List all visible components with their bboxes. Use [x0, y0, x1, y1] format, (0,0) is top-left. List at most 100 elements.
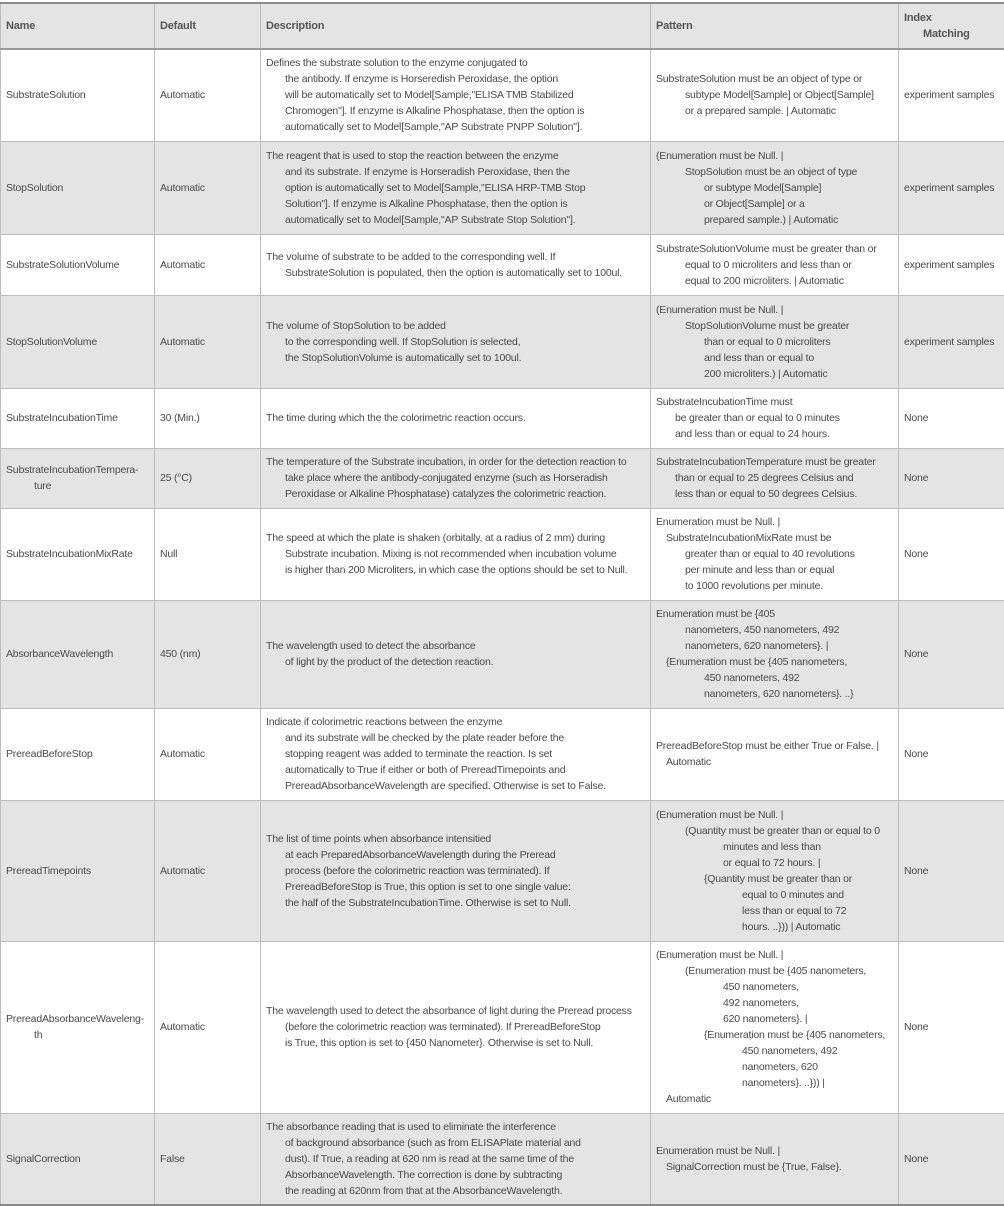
option-index-matching-line: experiment samples — [904, 180, 999, 196]
option-pattern-line: nanometers, 620 nanometers}. ..} — [656, 686, 893, 702]
option-description: The wavelength used to detect the absorb… — [261, 941, 651, 1113]
option-index-matching-line: experiment samples — [904, 87, 999, 103]
option-description-line: The volume of substrate to be added to t… — [266, 249, 645, 265]
header-description: Description — [261, 3, 651, 49]
option-pattern-line: (Enumeration must be Null. | — [656, 947, 893, 963]
option-pattern-line: 450 nanometers, 492 — [656, 670, 893, 686]
option-default: Automatic — [155, 234, 261, 295]
option-description: Indicate if colorimetric reactions betwe… — [261, 708, 651, 800]
option-name-line: StopSolution — [6, 180, 149, 196]
option-pattern-line: SubstrateSolution must be an object of t… — [656, 71, 893, 87]
option-description-line: Solution"]. If enzyme is Alkaline Phosph… — [266, 196, 645, 212]
option-description-line: Substrate incubation. Mixing is not reco… — [266, 546, 645, 562]
option-pattern-line: Enumeration must be Null. | — [656, 1143, 893, 1159]
option-index-matching-line: None — [904, 1151, 999, 1167]
option-description: The wavelength used to detect the absorb… — [261, 600, 651, 708]
option-pattern: (Enumeration must be Null. |StopSolution… — [651, 295, 899, 388]
option-pattern-line: less than or equal to 50 degrees Celsius… — [656, 486, 893, 502]
option-index-matching: None — [899, 1113, 1004, 1205]
option-pattern-line: and less than or equal to 24 hours. — [656, 426, 893, 442]
option-pattern-line: PrereadBeforeStop must be either True or… — [656, 738, 893, 754]
option-pattern-line: (Enumeration must be Null. | — [656, 302, 893, 318]
option-name-line: PrereadTimepoints — [6, 863, 149, 879]
option-description-line: (before the colorimetric reaction was te… — [266, 1019, 645, 1035]
option-default-line: Null — [160, 546, 255, 562]
option-pattern-line: (Enumeration must be Null. | — [656, 807, 893, 823]
option-index-matching: None — [899, 600, 1004, 708]
option-pattern-line: SubstrateIncubationTime must — [656, 394, 893, 410]
option-pattern-line: {Enumeration must be {405 nanometers, — [656, 654, 893, 670]
option-description-line: The wavelength used to detect the absorb… — [266, 1003, 645, 1019]
header-row: Name Default Description Pattern Index M… — [1, 3, 1004, 49]
option-pattern-line: SubstrateSolutionVolume must be greater … — [656, 241, 893, 257]
option-index-matching-line: None — [904, 646, 999, 662]
option-pattern: SubstrateSolution must be an object of t… — [651, 49, 899, 141]
option-pattern-line: 450 nanometers, 492 — [656, 1043, 893, 1059]
header-pattern: Pattern — [651, 3, 899, 49]
option-description: The volume of substrate to be added to t… — [261, 234, 651, 295]
option-pattern-line: 492 nanometers, — [656, 995, 893, 1011]
option-description-line: automatically set to Model[Sample,"AP Su… — [266, 119, 645, 135]
option-description-line: Peroxidase or Alkaline Phosphatase) cata… — [266, 486, 645, 502]
option-pattern-line: nanometers, 450 nanometers, 492 — [656, 622, 893, 638]
option-default: False — [155, 1113, 261, 1205]
option-name-line: SubstrateIncubationTempera- — [6, 462, 149, 478]
option-name-line: SubstrateSolutionVolume — [6, 257, 149, 273]
option-index-matching: None — [899, 708, 1004, 800]
option-name: StopSolution — [1, 141, 155, 234]
table-row: SubstrateSolutionVolume Automatic The volu… — [1, 234, 1004, 295]
option-index-matching: None — [899, 800, 1004, 941]
option-pattern-line: (Quantity must be greater than or equal … — [656, 823, 893, 839]
option-pattern-line: SignalCorrection must be {True, False}. — [656, 1159, 893, 1175]
option-description-line: Indicate if colorimetric reactions betwe… — [266, 714, 645, 730]
option-default: Null — [155, 508, 261, 600]
option-pattern-line: nanometers, 620 — [656, 1059, 893, 1075]
option-description-line: Chromogen"]. If enzyme is Alkaline Phosp… — [266, 103, 645, 119]
option-default: 450 (nm) — [155, 600, 261, 708]
option-pattern-line: greater than or equal to 40 revolutions — [656, 546, 893, 562]
option-description-line: The list of time points when absorbance … — [266, 831, 645, 847]
option-pattern-line: than or equal to 0 microliters — [656, 334, 893, 350]
option-name-line: SubstrateSolution — [6, 87, 149, 103]
option-default-line: False — [160, 1151, 255, 1167]
option-description: The reagent that is used to stop the rea… — [261, 141, 651, 234]
option-description-line: of light by the product of the detection… — [266, 654, 645, 670]
option-pattern: SubstrateIncubationTemperature must be g… — [651, 448, 899, 508]
option-pattern-line: 450 nanometers, — [656, 979, 893, 995]
option-pattern-line: Enumeration must be Null. | — [656, 514, 893, 530]
option-pattern-line: be greater than or equal to 0 minutes — [656, 410, 893, 426]
option-index-matching: experiment samples — [899, 234, 1004, 295]
header-index-matching: Index Matching — [899, 3, 1004, 49]
option-description-line: will be automatically set to Model[Sampl… — [266, 87, 645, 103]
option-index-matching-line: None — [904, 470, 999, 486]
option-name-line: StopSolutionVolume — [6, 334, 149, 350]
option-name-line: th — [6, 1027, 149, 1043]
option-name-line: ture — [6, 478, 149, 494]
option-index-matching: experiment samples — [899, 141, 1004, 234]
option-pattern-line: minutes and less than — [656, 839, 893, 855]
option-default: Automatic — [155, 49, 261, 141]
option-index-matching: None — [899, 448, 1004, 508]
option-pattern-line: less than or equal to 72 — [656, 903, 893, 919]
option-default-line: 450 (nm) — [160, 646, 255, 662]
option-pattern-line: {Quantity must be greater than or — [656, 871, 893, 887]
option-description-line: process (before the colorimetric reactio… — [266, 863, 645, 879]
option-pattern: (Enumeration must be Null. |StopSolution… — [651, 141, 899, 234]
option-pattern-line: {Enumeration must be {405 nanometers, — [656, 1027, 893, 1043]
option-description-line: is True, this option is set to {450 Nano… — [266, 1035, 645, 1051]
option-description-line: automatically to True if either or both … — [266, 762, 645, 778]
option-default: Automatic — [155, 941, 261, 1113]
option-name: SubstrateSolutionVolume — [1, 234, 155, 295]
option-name: SubstrateSolution — [1, 49, 155, 141]
option-pattern-line: nanometers}. ..})) | — [656, 1075, 893, 1091]
option-name: SignalCorrection — [1, 1113, 155, 1205]
option-index-matching-line: experiment samples — [904, 257, 999, 273]
option-description-line: and its substrate will be checked by the… — [266, 730, 645, 746]
option-description-line: PrereadBeforeStop is True, this option i… — [266, 879, 645, 895]
